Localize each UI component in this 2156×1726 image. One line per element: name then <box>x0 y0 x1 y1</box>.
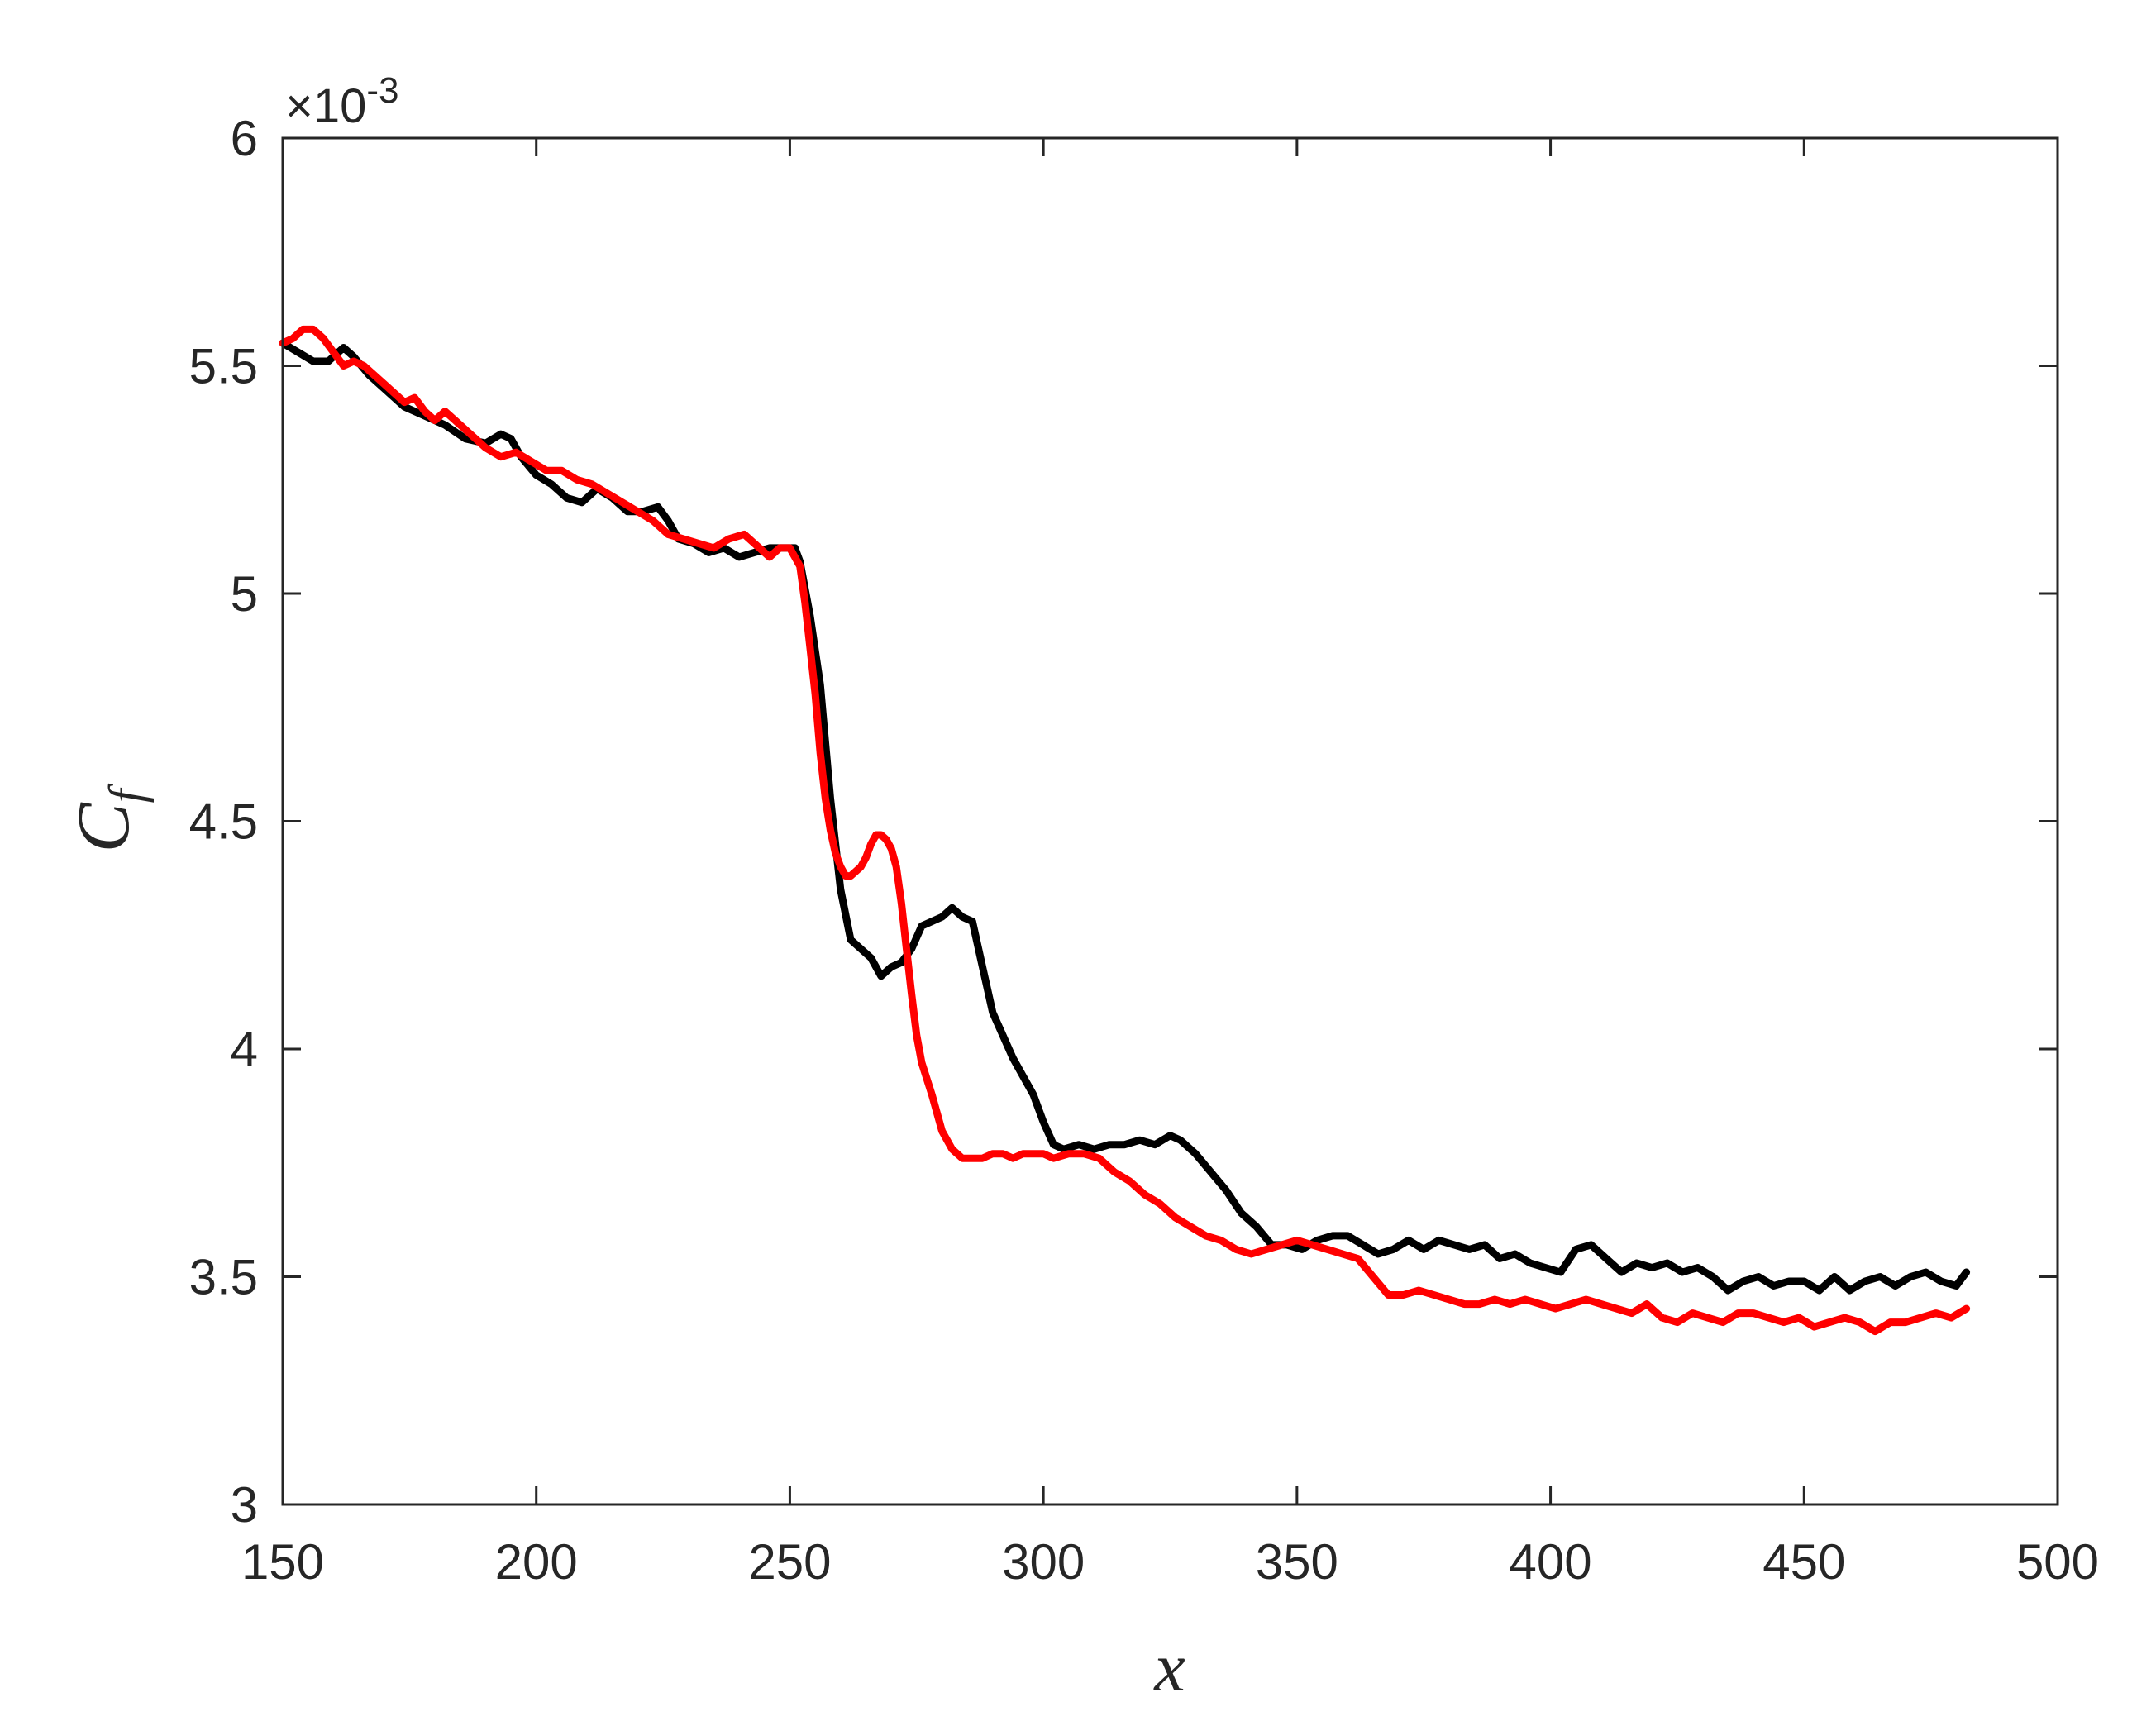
x-tick-label: 350 <box>1256 1534 1338 1590</box>
x-axis-label: x <box>1152 1629 1185 1706</box>
y-exponent-power: -3 <box>366 70 398 111</box>
y-exponent-base: ×10 <box>285 79 366 133</box>
x-tick-label: 250 <box>748 1534 831 1590</box>
series-layer <box>279 325 1971 1336</box>
y-tick-labels: 3 3.5 4 4.5 5 5.5 6 <box>189 111 258 1533</box>
y-tick-label: 3.5 <box>189 1250 258 1305</box>
x-tick-label: 300 <box>1002 1534 1085 1590</box>
svg-text:Cf: Cf <box>63 783 154 852</box>
x-tick-label: 200 <box>495 1534 578 1590</box>
y-tick-label: 4 <box>231 1022 258 1077</box>
y-tick-label: 5.5 <box>189 339 258 394</box>
x-tick-labels: 150 200 250 300 350 400 450 500 <box>241 1534 2099 1590</box>
x-tick-label: 450 <box>1762 1534 1845 1590</box>
x-tick-label: 500 <box>2016 1534 2099 1590</box>
y-axis-label-sub: f <box>99 783 154 803</box>
tick-layer <box>281 136 2059 1506</box>
y-tick-label: 4.5 <box>189 794 258 850</box>
y-exponent-label: ×10-3 <box>285 70 399 133</box>
y-tick-label: 3 <box>231 1477 258 1533</box>
x-tick-label: 150 <box>241 1534 324 1590</box>
y-tick-label: 6 <box>231 111 258 166</box>
x-tick-label: 400 <box>1510 1534 1592 1590</box>
series-line-red <box>279 325 1971 1336</box>
y-axis-label-main: C <box>63 802 145 852</box>
y-tick-label: 5 <box>231 566 258 622</box>
plot-area <box>283 138 2058 1504</box>
y-axis-label: Cf <box>63 783 154 852</box>
